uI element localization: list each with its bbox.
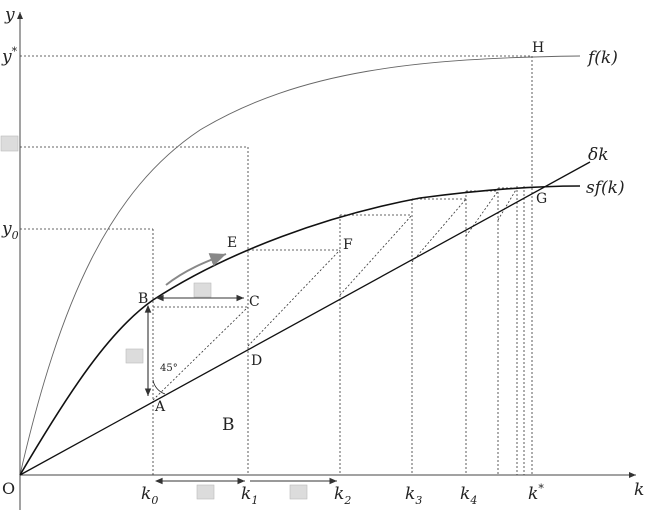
- point-F-label: F: [343, 237, 353, 253]
- movement-arrow: [165, 253, 227, 286]
- diag-3: [339, 214, 413, 296]
- angle-label: 45°: [160, 363, 178, 374]
- angle-arc: [152, 379, 166, 395]
- y0-label: y0: [1, 219, 19, 242]
- point-E-label: E: [227, 235, 237, 251]
- diag-2: [247, 249, 341, 347]
- placeholder-box-ab: [125, 348, 144, 364]
- kstar-label: k*: [528, 482, 544, 504]
- k2-label: k2: [334, 484, 351, 507]
- sf-curve: [19, 185, 581, 476]
- f-curve-label: f(k): [586, 48, 618, 68]
- placeholder-box-bc: [193, 282, 212, 298]
- diag-1: [152, 306, 249, 401]
- placeholder-box-k12: [289, 484, 308, 500]
- k-axis-label: k: [634, 480, 644, 500]
- point-C-label: C: [249, 294, 260, 310]
- placeholder-box-left: [0, 135, 19, 152]
- point-H-label: H: [532, 40, 544, 56]
- point-G-label: G: [536, 191, 547, 207]
- diag-4: [411, 198, 467, 263]
- origin-label: O: [2, 479, 15, 498]
- y-axis-label: y: [4, 5, 15, 25]
- k0-label: k0: [141, 484, 158, 507]
- f-curve: [19, 55, 581, 476]
- k1-label: k1: [241, 484, 258, 507]
- sf-curve-label: sf(k): [586, 178, 625, 198]
- delta-k-line: [19, 161, 591, 476]
- diag-5: [465, 190, 499, 237]
- point-A-label: A: [154, 399, 166, 415]
- k3-label: k3: [405, 484, 422, 507]
- delta-k-label: δk: [588, 145, 609, 165]
- region-B-label: B: [222, 415, 235, 435]
- placeholder-box-k01: [196, 484, 215, 500]
- point-D-label: D: [251, 353, 262, 369]
- k4-label: k4: [460, 484, 477, 507]
- point-B-label: B: [138, 291, 148, 307]
- y-star-label: y*: [1, 45, 18, 67]
